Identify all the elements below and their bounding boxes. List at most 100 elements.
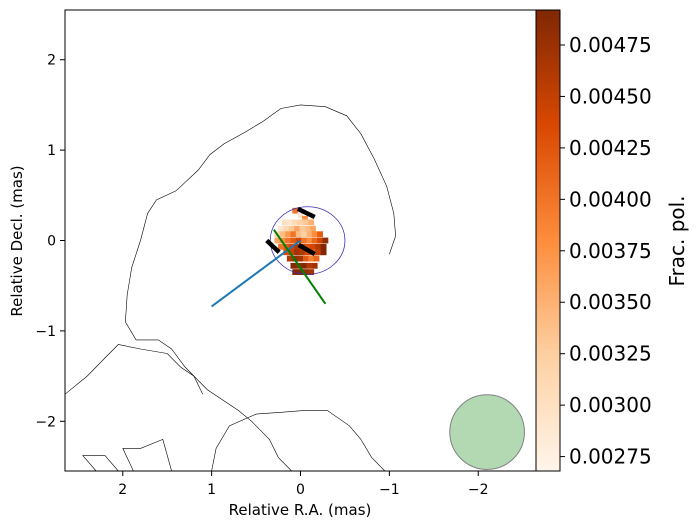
- data-layer: [65, 104, 525, 471]
- heatmap-pixel: [279, 231, 286, 238]
- y-tick-label: 1: [47, 143, 56, 159]
- colorbar: 0.00275 0.00300 0.00325 0.00350 0.00375 0.004…: [535, 9, 689, 472]
- y-tick-label: −2: [35, 414, 56, 430]
- heatmap-pixel: [306, 262, 313, 269]
- heatmap-pixel: [315, 249, 322, 256]
- contour-lower-2: [122, 438, 172, 471]
- heatmap-pixel: [283, 225, 290, 232]
- heatmap-pixel: [320, 249, 327, 256]
- x-tick-label: −1: [379, 482, 400, 498]
- heatmap-pixel: [285, 237, 291, 244]
- heatmap-pixel: [299, 249, 306, 256]
- heatmap-pixel: [320, 243, 327, 250]
- heatmap-pixel: [281, 219, 288, 226]
- colorbar-tick-label: 0.00425: [569, 136, 652, 160]
- heatmap-pixel: [317, 237, 323, 244]
- heatmap-pixel: [310, 225, 316, 232]
- colorbar-tick-label: 0.00475: [569, 33, 652, 57]
- contour-lower-1: [65, 344, 203, 395]
- y-tick-label: −1: [35, 324, 56, 340]
- colorbar-ticks: 0.00275 0.00300 0.00325 0.00350 0.00375 0.004…: [560, 33, 652, 469]
- heatmap-pixel: [292, 219, 299, 226]
- heatmap-pixel: [310, 243, 316, 250]
- jet-direction-line: [211, 239, 302, 308]
- colorbar-tick-label: 0.00450: [569, 84, 652, 108]
- heatmap-pixel: [302, 269, 309, 275]
- colorbar-frame: [535, 9, 561, 472]
- heatmap-pixel: [297, 269, 304, 275]
- heatmap-pixel: [294, 243, 300, 250]
- contour-outer: [125, 104, 396, 471]
- colorbar-tick-label: 0.00350: [569, 290, 652, 314]
- heatmap-pixel: [297, 212, 304, 219]
- heatmap-pixel: [308, 269, 315, 275]
- heatmap-pixel: [297, 255, 304, 262]
- contour-lower-0: [211, 410, 386, 471]
- colorbar-label: Frac. pol.: [665, 195, 689, 286]
- y-tick-label: 2: [47, 53, 56, 69]
- heatmap-pixel: [295, 231, 302, 238]
- heatmap-pixel: [311, 237, 318, 244]
- x-tick-label: 0: [296, 482, 305, 498]
- heatmap-pixel: [322, 237, 329, 244]
- heatmap-pixel: [283, 249, 290, 256]
- x-tick-label: 2: [118, 482, 127, 498]
- heatmap-pixel: [306, 231, 313, 238]
- colorbar-tick-label: 0.00325: [569, 342, 652, 366]
- heatmap-pixel: [304, 225, 311, 232]
- colorbar-tick-label: 0.00275: [569, 445, 652, 469]
- colorbar-gradient: [536, 10, 560, 471]
- heatmap-pixel: [290, 262, 297, 269]
- beam-circle: [449, 394, 525, 470]
- heatmap-pixel: [286, 255, 293, 262]
- heatmap-pixel: [292, 255, 299, 262]
- y-axis: 2 1 0 −1 −2: [35, 53, 65, 430]
- heatmap-pixel: [295, 237, 302, 244]
- heatmap-pixel: [297, 219, 304, 226]
- evpa-vector-1: [265, 238, 281, 254]
- heatmap-pixel: [311, 231, 318, 238]
- heatmap-pixel: [301, 231, 307, 238]
- evpa-vector-0: [296, 206, 316, 220]
- x-tick-label: 1: [207, 482, 216, 498]
- heatmap-pixel: [311, 262, 318, 269]
- heatmap-pixel: [301, 262, 307, 269]
- heatmap-pixel: [302, 219, 309, 226]
- heatmap-pixel: [301, 237, 307, 244]
- heatmap-pixel: [294, 225, 300, 232]
- x-tick-label: −2: [468, 482, 489, 498]
- heatmap-pixel: [317, 231, 323, 238]
- heatmap-pixel: [288, 249, 295, 256]
- heatmap-pixel: [302, 255, 309, 262]
- heatmap-pixel: [292, 207, 299, 214]
- y-axis-label: Relative Decl. (mas): [8, 165, 26, 316]
- heatmap-pixel: [308, 255, 315, 262]
- heatmap-pixel: [279, 237, 286, 244]
- heatmap-pixel: [278, 225, 284, 232]
- contour-lower-3: [82, 455, 119, 471]
- x-axis-label: Relative R.A. (mas): [229, 501, 372, 519]
- heatmap-pixel: [285, 231, 291, 238]
- heatmap-pixel: [274, 237, 281, 244]
- heatmap-pixel: [286, 219, 293, 226]
- heatmap-pixel: [278, 243, 284, 250]
- heatmap-pixel: [299, 225, 306, 232]
- core-ellipse: [269, 206, 346, 275]
- green-axis-line: [273, 229, 327, 305]
- heatmap-pixel: [302, 215, 308, 222]
- y-tick-label: 0: [47, 234, 56, 250]
- x-axis: 2 1 0 −1 −2: [118, 471, 489, 498]
- heatmap-pixel: [294, 249, 300, 256]
- colorbar-tick-label: 0.00400: [569, 187, 652, 211]
- heatmap-pixel: [306, 237, 313, 244]
- colorbar-tick-label: 0.00375: [569, 239, 652, 263]
- colorbar-tick-label: 0.00300: [569, 393, 652, 417]
- heatmap-pixel: [308, 219, 315, 226]
- evpa-vector-2: [297, 243, 316, 257]
- heatmap-pixel: [290, 231, 297, 238]
- heatmap-pixel: [313, 255, 320, 262]
- heatmap-pixel: [290, 237, 297, 244]
- heatmap-pixel: [315, 243, 322, 250]
- heatmap-pixel: [304, 243, 311, 250]
